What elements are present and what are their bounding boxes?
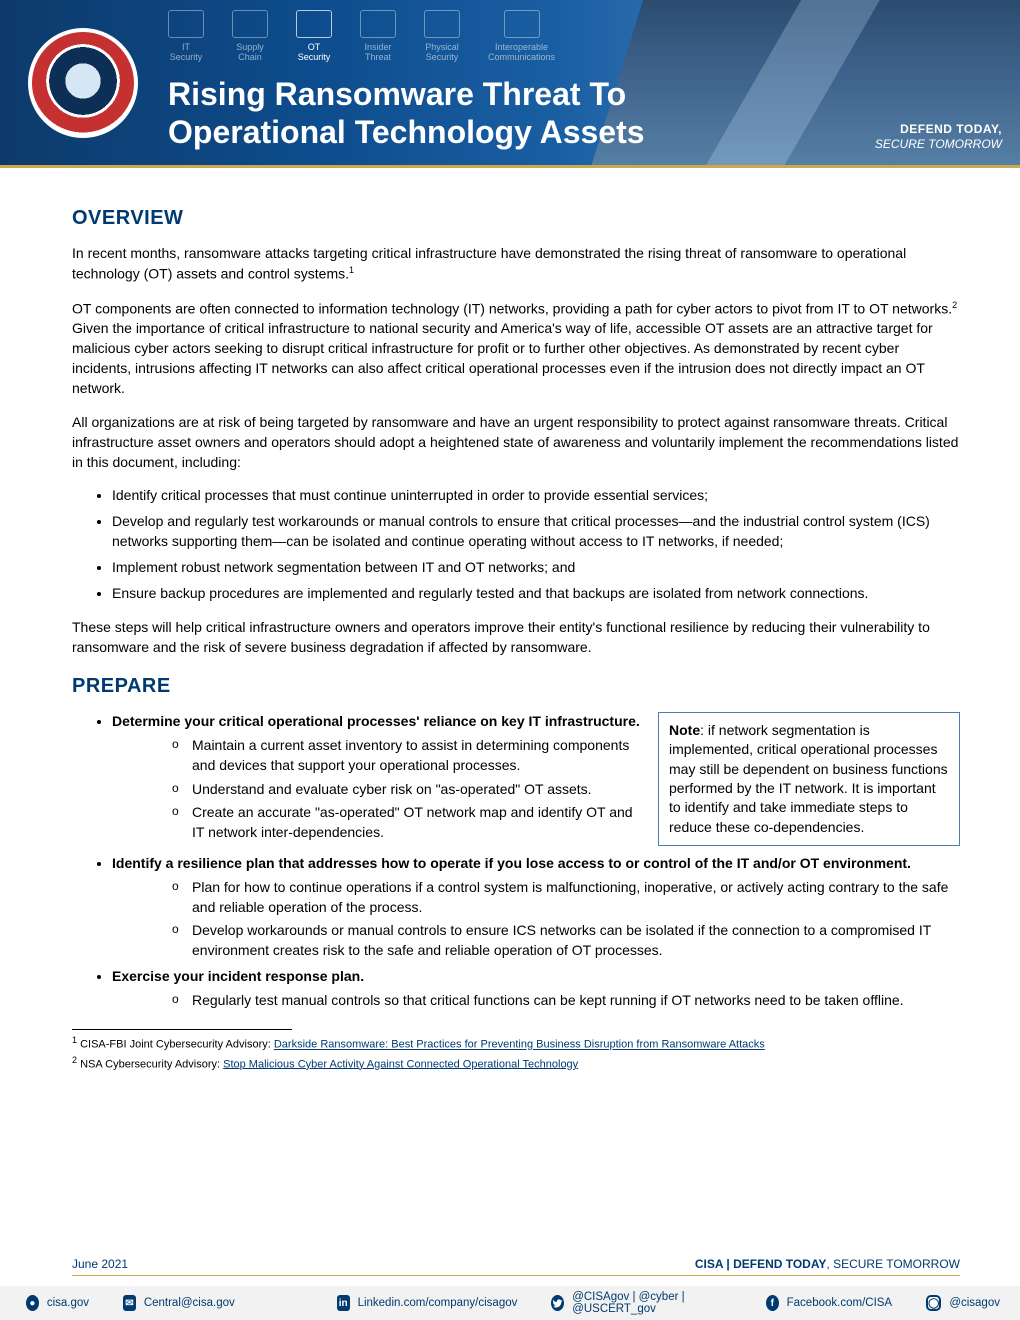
shield-icon bbox=[360, 10, 396, 38]
chain-icon bbox=[232, 10, 268, 38]
prepare-item-3: Exercise your incident response plan. Re… bbox=[112, 967, 960, 1011]
building-icon bbox=[296, 10, 332, 38]
topic-ot-security: OT Security bbox=[296, 10, 332, 62]
footnote-2: 2 NSA Cybersecurity Advisory: Stop Malic… bbox=[72, 1054, 960, 1074]
lock-icon bbox=[424, 10, 460, 38]
title-line-1: Rising Ransomware Threat To bbox=[168, 76, 626, 112]
social-bar: ● cisa.gov ✉ Central@cisa.gov in Linkedi… bbox=[0, 1286, 1020, 1320]
document-title: Rising Ransomware Threat To Operational … bbox=[168, 76, 645, 152]
sub-list: Plan for how to continue operations if a… bbox=[172, 878, 960, 962]
topic-sublabel: Communications bbox=[488, 52, 555, 62]
email-link[interactable]: Central@cisa.gov bbox=[144, 1297, 235, 1309]
footnote-ref-2: 2 bbox=[952, 300, 957, 310]
sub-item: Develop workarounds or manual controls t… bbox=[172, 921, 960, 961]
site-link[interactable]: cisa.gov bbox=[47, 1297, 89, 1309]
bullet-item: Implement robust network segmentation be… bbox=[112, 558, 960, 578]
facebook-link[interactable]: Facebook.com/CISA bbox=[787, 1297, 892, 1309]
linkedin-link[interactable]: Linkedin.com/company/cisagov bbox=[358, 1297, 518, 1309]
topic-label: IT bbox=[182, 42, 190, 52]
instagram-link[interactable]: @cisagov bbox=[949, 1297, 1000, 1309]
cisa-seal-icon bbox=[28, 28, 138, 138]
network-icon bbox=[168, 10, 204, 38]
p2a-text: OT components are often connected to inf… bbox=[72, 300, 952, 316]
facebook-icon: f bbox=[766, 1295, 779, 1311]
page-footer: June 2021 CISA | DEFEND TODAY, SECURE TO… bbox=[72, 1257, 960, 1276]
topic-label: Insider bbox=[364, 42, 391, 52]
overview-p4: These steps will help critical infrastru… bbox=[72, 618, 960, 658]
globe-icon: ● bbox=[26, 1295, 39, 1311]
footer-motto: CISA | DEFEND TODAY, SECURE TOMORROW bbox=[695, 1257, 960, 1271]
twitter-link[interactable]: @CISAgov | @cyber | @USCERT_gov bbox=[572, 1291, 732, 1315]
bullet-item: Identify critical processes that must co… bbox=[112, 486, 960, 506]
banner-tagline: DEFEND TODAY, SECURE TOMORROW bbox=[875, 122, 1002, 151]
prepare-lead: Determine your critical operational proc… bbox=[112, 713, 640, 729]
prepare-heading: PREPARE bbox=[72, 672, 960, 700]
twitter-icon bbox=[551, 1295, 564, 1311]
footer-bold: DEFEND TODAY bbox=[733, 1257, 826, 1271]
mail-icon: ✉ bbox=[123, 1295, 136, 1311]
document-body: OVERVIEW In recent months, ransomware at… bbox=[0, 168, 1020, 1073]
tagline-line-2: SECURE TOMORROW bbox=[875, 137, 1002, 151]
sub-item: Plan for how to continue operations if a… bbox=[172, 878, 960, 918]
sub-item: Create an accurate "as-operated" OT netw… bbox=[172, 803, 960, 843]
topic-icons-row: IT Security Supply Chain OT Security Ins… bbox=[168, 10, 555, 62]
title-line-2: Operational Technology Assets bbox=[168, 114, 645, 150]
sub-item: Maintain a current asset inventory to as… bbox=[172, 736, 960, 776]
topic-label: Interoperable bbox=[495, 42, 548, 52]
topic-physical-security: Physical Security bbox=[424, 10, 460, 62]
antenna-icon bbox=[504, 10, 540, 38]
topic-sublabel: Security bbox=[170, 52, 203, 62]
fn-pre: CISA-FBI Joint Cybersecurity Advisory: bbox=[77, 1039, 274, 1051]
footnote-rule bbox=[72, 1029, 292, 1030]
topic-sublabel: Security bbox=[298, 52, 331, 62]
topic-label: OT bbox=[308, 42, 321, 52]
footnote-link[interactable]: Stop Malicious Cyber Activity Against Co… bbox=[223, 1058, 578, 1070]
sub-list: Regularly test manual controls so that c… bbox=[172, 991, 960, 1011]
p2b-text: Given the importance of critical infrast… bbox=[72, 320, 933, 396]
header-banner: IT Security Supply Chain OT Security Ins… bbox=[0, 0, 1020, 165]
footer-rest: , SECURE TOMORROW bbox=[826, 1257, 960, 1271]
footer-org: CISA | bbox=[695, 1257, 733, 1271]
overview-p1: In recent months, ransomware attacks tar… bbox=[72, 244, 960, 284]
linkedin-icon: in bbox=[337, 1295, 350, 1311]
sub-item: Regularly test manual controls so that c… bbox=[172, 991, 960, 1011]
tagline-line-1: DEFEND TODAY, bbox=[875, 122, 1002, 136]
overview-heading: OVERVIEW bbox=[72, 204, 960, 232]
footnote-link[interactable]: Darkside Ransomware: Best Practices for … bbox=[274, 1039, 765, 1051]
p1-text: In recent months, ransomware attacks tar… bbox=[72, 245, 906, 282]
footnote-ref-1: 1 bbox=[349, 265, 354, 275]
sub-list: Maintain a current asset inventory to as… bbox=[172, 736, 960, 843]
sub-item: Understand and evaluate cyber risk on "a… bbox=[172, 780, 960, 800]
overview-p3: All organizations are at risk of being t… bbox=[72, 413, 960, 473]
topic-sublabel: Security bbox=[426, 52, 459, 62]
topic-interoperable-comms: Interoperable Communications bbox=[488, 10, 555, 62]
prepare-lead: Identify a resilience plan that addresse… bbox=[112, 855, 911, 871]
topic-sublabel: Threat bbox=[365, 52, 391, 62]
prepare-item-2: Identify a resilience plan that addresse… bbox=[112, 854, 960, 961]
topic-supply-chain: Supply Chain bbox=[232, 10, 268, 62]
topic-sublabel: Chain bbox=[238, 52, 262, 62]
overview-p2: OT components are often connected to inf… bbox=[72, 299, 960, 399]
topic-insider-threat: Insider Threat bbox=[360, 10, 396, 62]
topic-label: Physical bbox=[425, 42, 459, 52]
instagram-icon: ◯ bbox=[926, 1295, 941, 1311]
fn-pre: NSA Cybersecurity Advisory: bbox=[77, 1058, 223, 1070]
footnotes: 1 CISA-FBI Joint Cybersecurity Advisory:… bbox=[72, 1034, 960, 1073]
topic-label: Supply bbox=[236, 42, 264, 52]
overview-bullets: Identify critical processes that must co… bbox=[112, 486, 960, 603]
prepare-lead: Exercise your incident response plan. bbox=[112, 968, 364, 984]
prepare-list: Determine your critical operational proc… bbox=[112, 712, 960, 1011]
bullet-item: Ensure backup procedures are implemented… bbox=[112, 584, 960, 604]
topic-it-security: IT Security bbox=[168, 10, 204, 62]
footer-date: June 2021 bbox=[72, 1257, 128, 1271]
bullet-item: Develop and regularly test workarounds o… bbox=[112, 512, 960, 552]
footnote-1: 1 CISA-FBI Joint Cybersecurity Advisory:… bbox=[72, 1034, 960, 1054]
